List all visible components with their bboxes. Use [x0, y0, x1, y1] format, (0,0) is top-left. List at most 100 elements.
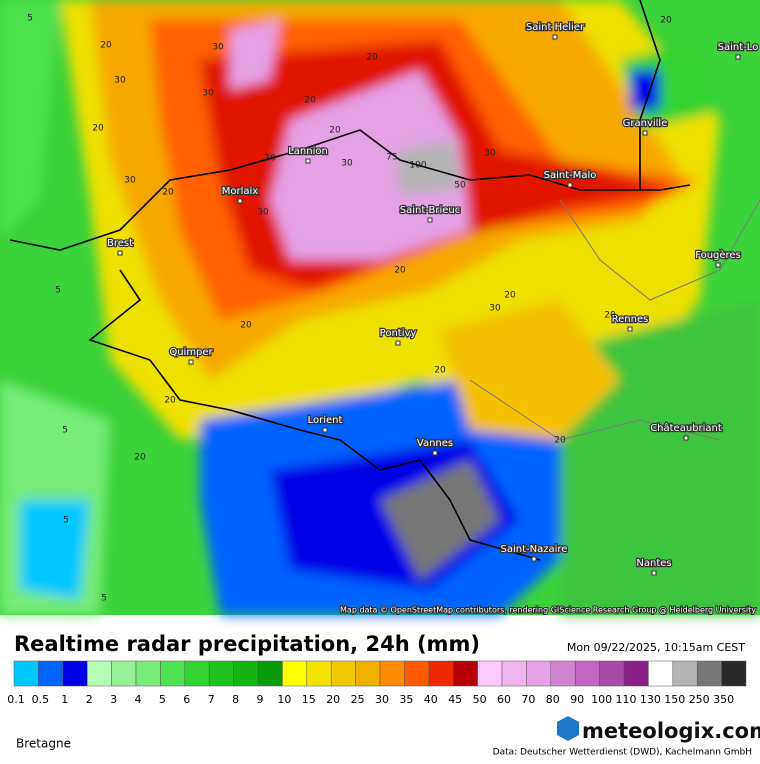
contour-label: 20 [162, 188, 174, 198]
city-label: Saint-Malo [544, 170, 597, 181]
city-marker [735, 54, 741, 60]
map-attribution: Map data © OpenStreetMap contributors, r… [340, 606, 756, 615]
legend-swatch [501, 660, 527, 687]
legend-swatch [160, 660, 186, 687]
contour-label: 20 [504, 291, 516, 301]
contour-label: 5 [55, 286, 61, 296]
legend-label: 1 [61, 693, 68, 706]
contour-label: 20 [604, 311, 616, 321]
legend-swatch [379, 660, 405, 687]
city-marker [642, 130, 648, 136]
city-label: Granville [623, 118, 668, 129]
legend-swatch [574, 660, 600, 687]
legend-label: 9 [257, 693, 264, 706]
legend-swatch [62, 660, 88, 687]
contour-label: 30 [489, 304, 501, 314]
city-marker [395, 340, 401, 346]
contour-label: 20 [134, 453, 146, 463]
legend-swatch [306, 660, 332, 687]
legend-swatch [13, 660, 39, 687]
contour-label: 75 [386, 153, 397, 163]
contour-label: 20 [100, 41, 112, 51]
legend-label: 130 [640, 693, 661, 706]
legend-label: 4 [135, 693, 142, 706]
contour-label: 30 [212, 43, 224, 53]
contour-label: 5 [101, 594, 107, 604]
city-label: Saint-Lo [718, 42, 759, 53]
legend: 0.1 0.5 1 2 3 4 5 6 7 8 9 10 15 20 25 30 35 40 45 50 60 70 80 9… [7, 660, 747, 706]
city-label: Lorient [308, 415, 343, 426]
contour-label: 20 [264, 154, 276, 164]
contour-label: 30 [124, 176, 136, 186]
city-label: Brest [107, 238, 133, 249]
legend-label: 110 [616, 693, 637, 706]
legend-label: 60 [497, 693, 511, 706]
contour-label: 20 [434, 366, 446, 376]
legend-label: 5 [159, 693, 166, 706]
city-marker [715, 262, 721, 268]
contour-label: 20 [554, 436, 566, 446]
data-credit: Data: Deutscher Wetterdienst (DWD), Kach… [493, 748, 752, 758]
contour-label: 30 [341, 159, 353, 169]
legend-swatch [233, 660, 259, 687]
legend-swatch [623, 660, 649, 687]
legend-swatch [330, 660, 356, 687]
legend-swatch [648, 660, 674, 687]
city-label: Rennes [612, 314, 649, 325]
city-label: Vannes [417, 438, 453, 449]
legend-swatch [38, 660, 64, 687]
legend-label: 40 [424, 693, 438, 706]
contour-label: 20 [304, 96, 316, 106]
city-marker [627, 326, 633, 332]
city-label: Lannion [288, 146, 328, 157]
timestamp: Mon 09/22/2025, 10:15am CEST [567, 641, 745, 654]
contour-label: 20 [660, 16, 672, 26]
brand-logo [557, 716, 579, 741]
legend-label: 250 [689, 693, 710, 706]
city-label: Châteaubriant [650, 422, 722, 434]
legend-swatch [208, 660, 234, 687]
legend-swatch [86, 660, 112, 687]
city-marker [683, 435, 689, 441]
legend-label: 10 [277, 693, 291, 706]
city-label: Quimper [169, 347, 213, 358]
city-marker [567, 182, 573, 188]
city-marker [531, 556, 537, 562]
city-marker [305, 158, 311, 164]
legend-label: 0.5 [32, 693, 50, 706]
city-label: Pontivy [380, 328, 417, 339]
legend-label: 90 [570, 693, 584, 706]
contour-label: 30 [484, 149, 496, 159]
legend-label: 70 [521, 693, 535, 706]
legend-swatch [696, 660, 722, 687]
legend-label: 3 [110, 693, 117, 706]
contour-label: 30 [114, 76, 126, 86]
city-marker [432, 450, 438, 456]
legend-swatch [721, 660, 747, 687]
legend-label: 6 [183, 693, 190, 706]
legend-label: 25 [351, 693, 365, 706]
city-label: Fougères [695, 249, 741, 261]
contour-label: 30 [202, 89, 214, 99]
contour-label: 5 [27, 14, 33, 24]
legend-label: 7 [208, 693, 215, 706]
legend-swatch [111, 660, 137, 687]
legend-swatch [404, 660, 430, 687]
city-marker [237, 198, 243, 204]
radar-field [0, 0, 760, 615]
city-marker [322, 427, 328, 433]
contour-label: 20 [366, 53, 378, 63]
contour-label: 5 [63, 516, 69, 526]
city-marker [427, 217, 433, 223]
legend-label: 50 [473, 693, 487, 706]
legend-label: 15 [302, 693, 316, 706]
legend-label: 350 [713, 693, 734, 706]
legend-label: 35 [399, 693, 413, 706]
legend-swatch [135, 660, 161, 687]
legend-swatch [477, 660, 503, 687]
city-marker [188, 359, 194, 365]
title: Realtime radar precipitation, 24h (mm) [14, 632, 480, 656]
city-label: Morlaix [222, 186, 259, 197]
